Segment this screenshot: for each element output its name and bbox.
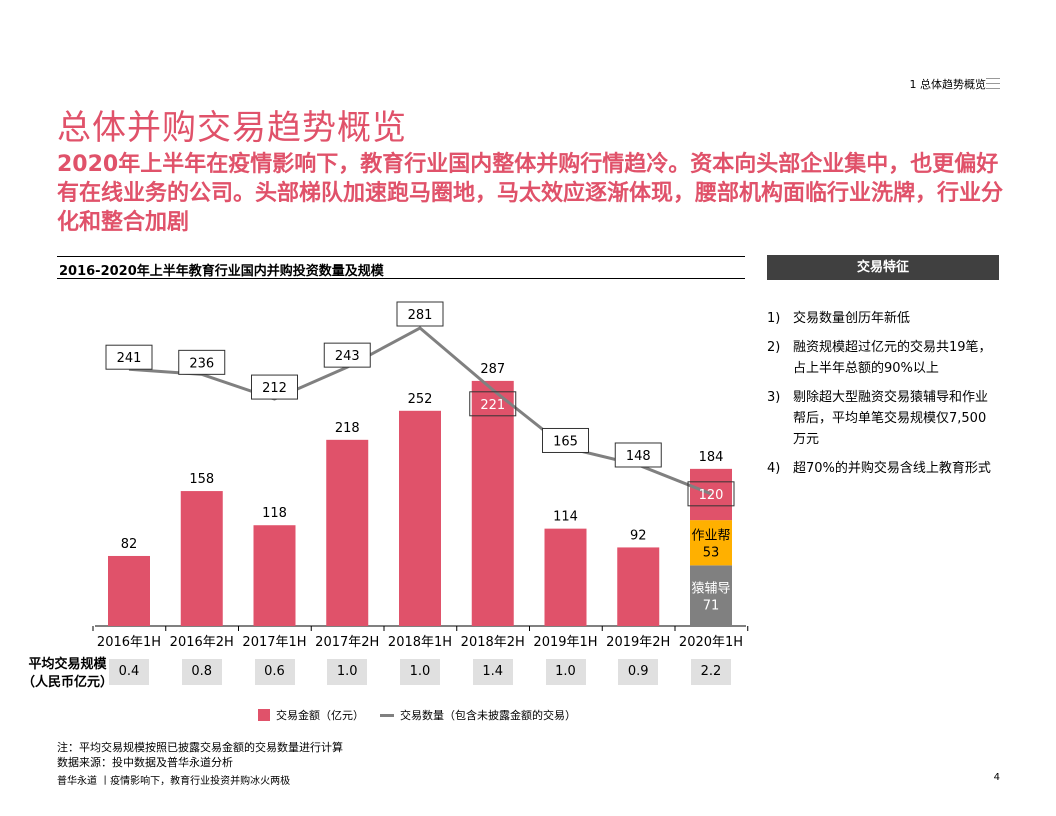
item-number: 1) [767, 311, 781, 326]
count-label: 165 [553, 434, 578, 449]
stack-segment [690, 520, 732, 566]
avg-size-value: 0.8 [181, 659, 222, 685]
legend-bar-label: 交易金额（亿元） [276, 709, 364, 722]
x-tick-label: 2017年1H [242, 635, 306, 650]
x-tick-label: 2018年1H [388, 635, 452, 650]
count-label: 212 [262, 381, 287, 396]
legend-line-label: 交易数量（包含未披露金额的交易） [400, 709, 576, 722]
legend-bar-swatch [258, 709, 270, 721]
count-label: 281 [408, 308, 433, 323]
count-label-box [178, 349, 226, 375]
avg-label-line: 平均交易规模 [28, 657, 107, 672]
stack-value: 71 [703, 599, 720, 614]
list-item: 2) 融资规模超过亿元的交易共19笔，占上半年总额的90%以上 [767, 337, 999, 379]
count-line [128, 326, 712, 496]
bar [326, 439, 369, 626]
item-text: 交易数量创历年新低 [793, 311, 911, 326]
bar [544, 528, 587, 626]
count-label: 241 [117, 351, 142, 366]
x-tick-label: 2017年2H [315, 635, 379, 650]
bar [108, 555, 150, 626]
count-label: 148 [626, 449, 651, 464]
legend: 交易金额（亿元） 交易数量（包含未披露金额的交易） [258, 707, 576, 723]
stack-label: 猿辅导 [691, 582, 730, 597]
chart-title: 2016-2020年上半年教育行业国内并购投资数量及规模 [57, 256, 745, 279]
x-tick-label: 2016年2H [170, 635, 234, 650]
stack-segment [690, 565, 732, 626]
hamburger-icon[interactable] [986, 74, 1000, 93]
avg-size-value: 1.4 [472, 659, 513, 685]
note: 注：平均交易规模按照已披露交易金额的交易数量进行计算 [57, 741, 343, 754]
avg-size-value: 1.0 [400, 659, 440, 685]
count-label-box [251, 374, 298, 400]
avg-label-line: （人民币亿元） [22, 675, 114, 690]
section-label: 1 总体趋势概览 [909, 78, 987, 91]
bar-value-label: 252 [408, 392, 433, 407]
footer: 普华永道 丨疫情影响下，教育行业投资并购冰火两极 [57, 776, 291, 787]
count-label-box [469, 391, 517, 417]
bar-value-label: 82 [121, 537, 138, 552]
x-tick-label: 2019年1H [533, 635, 597, 650]
count-label-box [396, 301, 444, 327]
bar-value-label: 118 [262, 506, 287, 521]
count-label: 120 [699, 488, 724, 503]
bar [471, 380, 514, 626]
side-panel-title: 交易特征 [767, 255, 999, 280]
stack-segment [690, 468, 732, 521]
x-tick-label: 2016年1H [97, 635, 161, 650]
feature-list: 1) 交易数量创历年新低 2) 融资规模超过亿元的交易共19笔，占上半年总额的90%… [767, 308, 999, 487]
avg-size-value: 1.0 [545, 659, 586, 685]
count-label: 236 [189, 356, 214, 371]
item-number: 3) [767, 390, 781, 405]
avg-size-value: 1.0 [327, 659, 368, 685]
count-label-box [105, 344, 153, 370]
x-tick-label: 2019年2H [606, 635, 670, 650]
x-tick-label: 2020年1H [679, 635, 743, 650]
count-label: 243 [335, 349, 360, 364]
avg-size-value: 0.6 [254, 659, 295, 685]
stack-label: 作业帮 [691, 529, 730, 544]
stack-value: 53 [703, 546, 720, 561]
bar [180, 491, 223, 626]
avg-size-value: 0.9 [618, 659, 659, 685]
count-label-box [687, 481, 735, 507]
count-label-box [614, 442, 662, 468]
avg-size-value: 2.2 [691, 659, 731, 685]
bar [617, 547, 660, 626]
notes: 注：平均交易规模按照已披露交易金额的交易数量进行计算 数据来源：投中数据及普华永道… [57, 740, 343, 770]
item-text: 剔除超大型融资交易猿辅导和作业帮后，平均单笔交易规模仅7,500万元 [793, 390, 989, 447]
count-label-box [323, 342, 371, 368]
item-number: 4) [767, 461, 781, 476]
legend-line-swatch [380, 713, 394, 717]
bar-value-label: 184 [699, 450, 724, 465]
x-tick-label: 2018年2H [461, 635, 525, 650]
bar [253, 525, 296, 626]
bar-value-label: 114 [553, 510, 578, 525]
page-title: 总体并购交易趋势概览 [57, 108, 407, 148]
bar-value-label: 287 [480, 362, 505, 377]
list-item: 4) 超70%的并购交易含线上教育形式 [767, 458, 999, 479]
bar-value-label: 92 [630, 528, 647, 543]
list-item: 3) 剔除超大型融资交易猿辅导和作业帮后，平均单笔交易规模仅7,500万元 [767, 387, 999, 450]
item-text: 超70%的并购交易含线上教育形式 [793, 461, 991, 476]
count-label: 221 [480, 398, 505, 413]
item-number: 2) [767, 340, 781, 355]
item-text: 融资规模超过亿元的交易共19笔，占上半年总额的90%以上 [793, 340, 992, 376]
bar-value-label: 218 [335, 421, 360, 436]
count-label-box [542, 427, 589, 453]
avg-size-label: 平均交易规模 （人民币亿元） [22, 656, 113, 692]
source: 数据来源：投中数据及普华永道分析 [57, 756, 233, 769]
page-number: 4 [993, 772, 1000, 783]
page-subtitle: 2020年上半年在疫情影响下，教育行业国内整体并购行情趋冷。资本向头部企业集中，… [57, 152, 1004, 235]
bar [399, 410, 441, 626]
bar-value-label: 158 [189, 472, 214, 487]
list-item: 1) 交易数量创历年新低 [767, 308, 999, 329]
avg-size-value: 0.4 [109, 659, 149, 685]
